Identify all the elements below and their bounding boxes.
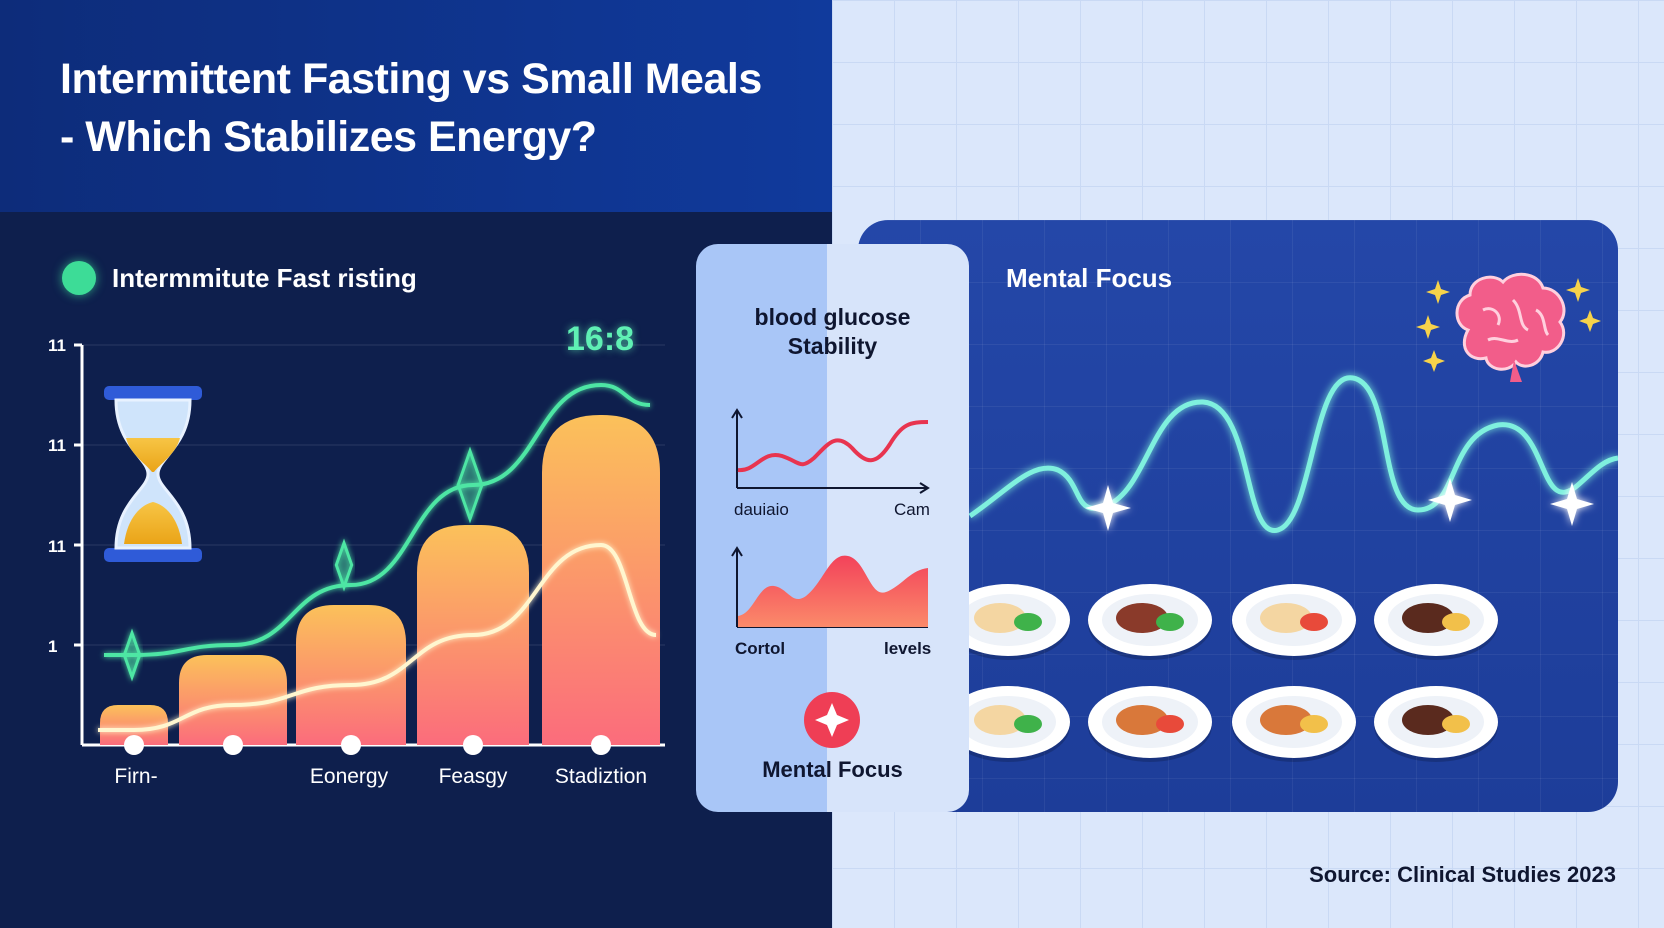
cortisol-area-chart (731, 546, 928, 628)
y-tick-label: 1 (48, 637, 58, 656)
y-tick-label: 11 (48, 336, 66, 355)
glucose-title-line2: Stability (787, 333, 878, 359)
plate-icon (1232, 686, 1356, 762)
sparkle-icon (122, 628, 142, 682)
axis-dot (591, 735, 611, 755)
x-tick-label: Feasgy (438, 765, 508, 788)
glucose-line-chart (731, 408, 930, 494)
plate-icon (1374, 686, 1498, 762)
axis-dot (341, 735, 361, 755)
glucose-mini-charts (731, 408, 930, 748)
mid-focus-label: Mental Focus (762, 757, 903, 782)
bar (296, 605, 406, 745)
y-tick-label: 11 (48, 436, 66, 455)
plate-icon (1088, 686, 1212, 762)
sparkle-icon (334, 538, 354, 592)
legend-dot-icon (62, 261, 96, 295)
focus-wave-chart (946, 272, 1618, 762)
axis-dot (463, 735, 483, 755)
bar (542, 415, 660, 745)
fasting-energy-chart (74, 343, 665, 755)
brain-icon (1416, 272, 1601, 382)
sparkle-icon (1085, 478, 1594, 531)
glucose-x-right-label: Cam (894, 500, 930, 519)
header-band (0, 0, 832, 212)
stabilization-series-line (98, 542, 657, 732)
axis-dot (223, 735, 243, 755)
glucose-title-line1: blood glucose (754, 304, 911, 330)
hourglass-icon (104, 386, 202, 562)
axis-dot (124, 735, 144, 755)
cortisol-x-right-label: levels (884, 639, 932, 658)
ratio-label: 16:8 (566, 320, 635, 358)
sparkle-icon (456, 446, 484, 524)
bar (179, 655, 287, 745)
plate-icon (946, 686, 1070, 762)
bar (100, 705, 168, 745)
y-tick-label: 11 (48, 537, 66, 556)
glucose-series-line (737, 420, 929, 473)
x-tick-label: Firn- (114, 765, 158, 788)
plate-icon (1232, 584, 1356, 660)
plate-icon (1374, 584, 1498, 660)
source-citation: Source: Clinical Studies 2023 (1309, 862, 1616, 887)
page-title: Intermittent Fasting vs Small Meals - Wh… (60, 55, 762, 161)
glucose-x-left-label: dauiaio (734, 500, 789, 519)
energy-series-line (104, 382, 651, 657)
x-tick-label: Stadiztion (554, 765, 648, 788)
plate-icon (1088, 584, 1212, 660)
cortisol-area (738, 555, 928, 627)
plate-icon (946, 584, 1070, 660)
legend-label: Intermmitute Fast risting (112, 263, 417, 293)
focus-wave-line (968, 375, 1618, 533)
x-tick-label: Eonergy (309, 765, 389, 788)
mental-focus-title: Mental Focus (1006, 263, 1173, 293)
focus-star-icon (804, 692, 860, 748)
cortisol-x-left-label: Cortol (735, 639, 786, 658)
glucose-title: blood glucose Stability (716, 303, 949, 361)
